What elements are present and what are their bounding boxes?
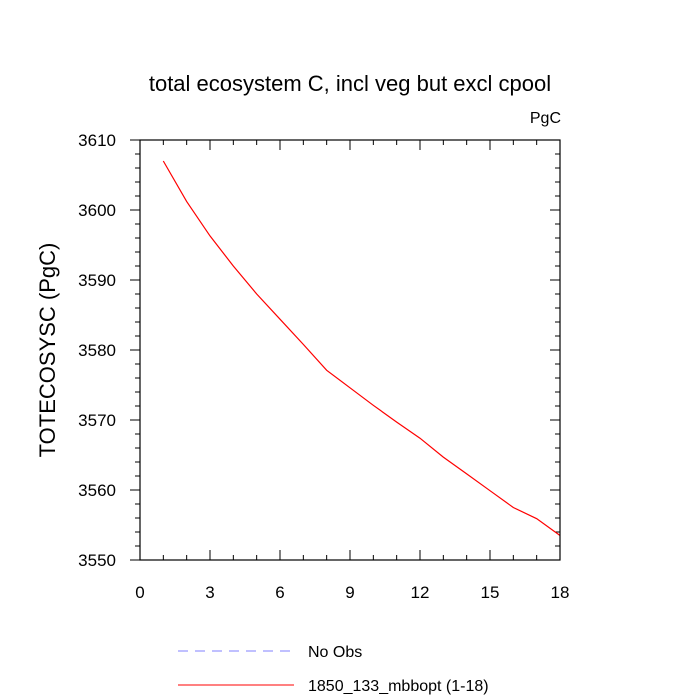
- x-tick-label: 9: [345, 583, 354, 602]
- x-tick-label: 18: [551, 583, 570, 602]
- x-tick-label: 12: [411, 583, 430, 602]
- x-tick-label: 6: [275, 583, 284, 602]
- plot-series: [162, 160, 561, 536]
- y-tick-label: 3600: [78, 201, 116, 220]
- legend-label-no-obs: No Obs: [308, 644, 362, 661]
- y-tick-label: 3570: [78, 411, 116, 430]
- y-tick-label: 3580: [78, 341, 116, 360]
- legend-label-model: 1850_133_mbbopt (1-18): [308, 678, 489, 695]
- axis-tick-labels: 0 3 6 9 12 15 18 3550 3560 3570 3580 3590 3600 3610: [78, 131, 569, 602]
- y-tick-label: 3610: [78, 131, 116, 150]
- plot-frame: [139, 139, 561, 561]
- legend: No Obs 1850_133_mbbopt (1-18): [178, 644, 489, 695]
- axis-ticks: [130, 139, 561, 561]
- x-tick-label: 3: [205, 583, 214, 602]
- units-label: PgC: [530, 110, 561, 127]
- x-tick-label: 15: [481, 583, 500, 602]
- y-tick-label: 3550: [78, 551, 116, 570]
- series-line: [162, 160, 561, 536]
- y-axis-label: TOTECOSYSC (PgC): [35, 243, 60, 458]
- y-tick-label: 3590: [78, 271, 116, 290]
- chart-title: total ecosystem C, incl veg but excl cpo…: [149, 71, 551, 96]
- y-tick-label: 3560: [78, 481, 116, 500]
- x-tick-label: 0: [135, 583, 144, 602]
